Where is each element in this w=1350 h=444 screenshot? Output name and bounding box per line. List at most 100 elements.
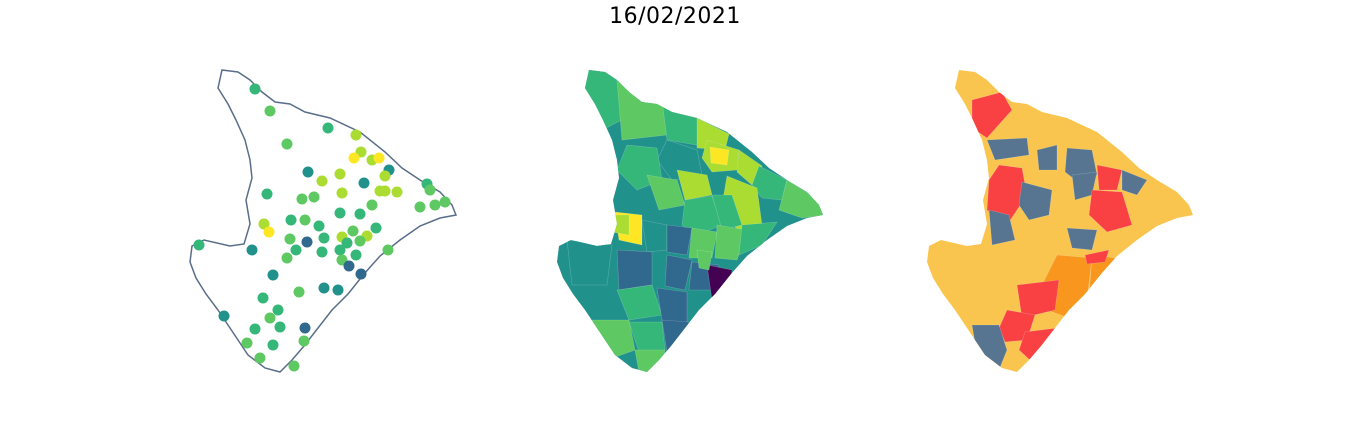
regions-layer [566, 70, 823, 372]
point-marker [293, 286, 305, 298]
point-marker [257, 292, 269, 304]
municipality-region [688, 227, 718, 259]
point-marker [379, 170, 391, 182]
municipality-region [616, 249, 653, 291]
municipality-region [1096, 164, 1123, 191]
point-marker [267, 269, 279, 281]
municipality-region [681, 195, 723, 236]
municipality-region [661, 99, 703, 146]
point-marker [246, 244, 258, 256]
municipality-region [986, 137, 1030, 161]
municipality-region [1018, 181, 1053, 221]
point-marker [299, 322, 311, 334]
point-marker [298, 335, 310, 347]
point-marker [391, 186, 403, 198]
municipality-region [778, 179, 823, 219]
point-marker [341, 237, 353, 249]
categorical-choropleth [927, 70, 1193, 372]
regions-layer [971, 91, 1148, 371]
point-marker [299, 214, 311, 226]
point-marker [439, 196, 451, 208]
point-marker [193, 239, 205, 251]
point-marker [263, 226, 275, 238]
point-marker [241, 337, 253, 349]
point-marker [354, 208, 366, 220]
point-marker [332, 284, 344, 296]
point-marker [414, 201, 426, 213]
points-map [189, 69, 457, 373]
point-marker [318, 232, 330, 244]
point-marker [290, 244, 302, 256]
municipality-region [1121, 169, 1148, 196]
point-marker [313, 220, 325, 232]
municipality-region [661, 319, 690, 353]
point-marker [429, 199, 441, 211]
municipality-region [1084, 249, 1110, 265]
point-marker [316, 175, 328, 187]
point-marker [296, 193, 308, 205]
point-marker [249, 323, 261, 335]
point-marker [366, 199, 378, 211]
point-marker [267, 339, 279, 351]
figure-title: 16/02/2021 [609, 4, 741, 29]
municipality-region [751, 165, 788, 201]
point-marker [285, 214, 297, 226]
point-marker [370, 222, 382, 234]
point-marker [302, 166, 314, 178]
point-marker [343, 260, 355, 272]
point-marker [358, 177, 370, 189]
point-marker [316, 246, 328, 258]
point-marker [281, 138, 293, 150]
point-marker [348, 152, 360, 164]
point-marker [264, 105, 276, 117]
points-layer [193, 83, 451, 372]
point-marker [334, 244, 346, 256]
municipality-region [1016, 279, 1060, 319]
point-marker [336, 187, 348, 199]
point-marker [350, 129, 362, 141]
point-marker [258, 218, 270, 230]
point-marker [301, 236, 313, 248]
point-marker [318, 282, 330, 294]
point-marker [264, 312, 276, 324]
municipality-region [738, 221, 778, 256]
point-marker [261, 188, 273, 200]
point-marker [424, 184, 436, 196]
point-marker [288, 360, 300, 372]
municipality-region [1066, 227, 1098, 251]
point-marker [218, 310, 230, 322]
point-marker [350, 249, 362, 261]
municipality-region [709, 146, 730, 166]
municipality-region [606, 214, 630, 236]
municipality-region [714, 224, 748, 261]
municipality-region [634, 349, 666, 372]
point-marker [373, 152, 385, 164]
point-marker [322, 122, 334, 134]
point-marker [272, 304, 284, 316]
municipality-region [566, 239, 613, 286]
state-outline [189, 69, 457, 373]
point-marker [354, 235, 366, 247]
municipality-region [666, 224, 693, 256]
point-marker [334, 168, 346, 180]
municipality-region [616, 79, 668, 141]
municipality-region [664, 254, 693, 291]
point-marker [334, 207, 346, 219]
municipality-region [1036, 144, 1058, 171]
municipality-region [988, 209, 1016, 246]
point-marker [281, 252, 293, 264]
municipality-region [696, 249, 713, 271]
point-marker [382, 244, 394, 256]
point-marker [347, 225, 359, 237]
municipality-region [1088, 189, 1133, 233]
point-marker [254, 352, 266, 364]
point-marker [308, 191, 320, 203]
point-marker [355, 268, 367, 280]
region-base [927, 70, 1193, 372]
point-marker [249, 83, 261, 95]
point-marker [379, 185, 391, 197]
municipality-region [566, 70, 623, 131]
point-marker [274, 321, 286, 333]
point-marker [284, 233, 296, 245]
